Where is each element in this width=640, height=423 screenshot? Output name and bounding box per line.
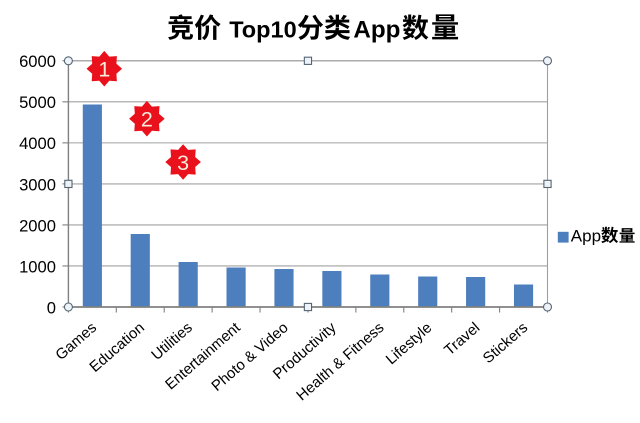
svg-text:4000: 4000	[19, 134, 56, 153]
svg-text:App: App	[571, 227, 601, 246]
svg-text:3000: 3000	[19, 175, 56, 194]
svg-text:1000: 1000	[19, 257, 56, 276]
svg-text:6000: 6000	[19, 52, 56, 71]
svg-text:1: 1	[98, 58, 110, 82]
svg-text:2000: 2000	[19, 216, 56, 235]
svg-text:0: 0	[47, 298, 56, 317]
svg-text:Top10: Top10	[229, 17, 296, 43]
svg-text:App: App	[353, 17, 400, 44]
svg-text:3: 3	[177, 151, 189, 175]
svg-text:2: 2	[141, 108, 153, 132]
svg-text:5000: 5000	[19, 93, 56, 112]
